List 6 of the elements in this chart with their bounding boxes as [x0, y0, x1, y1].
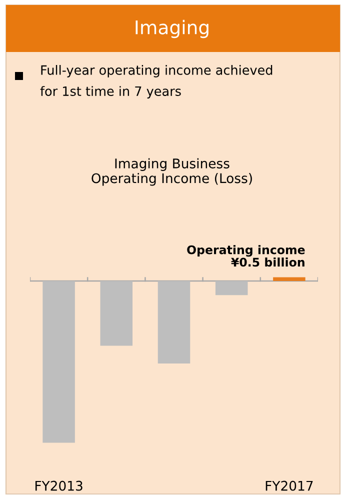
annotation: Operating income ¥0.5 billion — [187, 245, 305, 267]
chart-subtitle: Full-year operating income achieved for 1st time in 7 years — [40, 65, 272, 98]
x-tick-label: FY2017 — [266, 480, 313, 491]
x-tick-label: FY2013 — [35, 480, 82, 491]
text: Imaging Business Operating Income (Loss) — [92, 158, 252, 186]
chart-title: Imaging — [136, 20, 208, 38]
